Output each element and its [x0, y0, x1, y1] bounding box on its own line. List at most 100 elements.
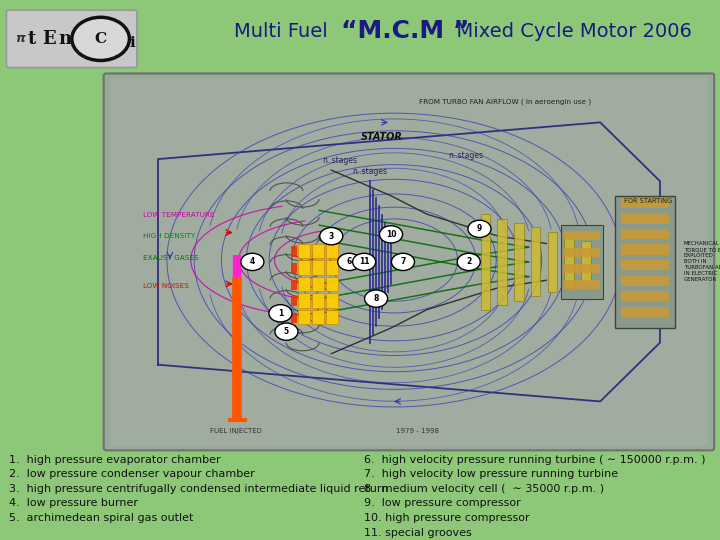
Text: E: E: [42, 30, 55, 48]
Text: 1979 - 1998: 1979 - 1998: [397, 428, 439, 434]
Bar: [326, 309, 338, 325]
Text: 3.  high pressure centrifugally condensed intermediate liquid return: 3. high pressure centrifugally condensed…: [9, 484, 388, 494]
Circle shape: [338, 253, 361, 271]
Text: 9: 9: [477, 224, 482, 233]
Bar: [621, 229, 669, 239]
Text: 10: 10: [386, 230, 396, 239]
Bar: [531, 227, 541, 296]
Bar: [312, 293, 324, 308]
Text: 11. special grooves: 11. special grooves: [364, 528, 472, 538]
Text: 6: 6: [346, 258, 352, 266]
Bar: [291, 246, 297, 256]
Bar: [621, 213, 669, 224]
Circle shape: [72, 17, 130, 60]
Bar: [291, 263, 297, 273]
Circle shape: [468, 220, 491, 238]
Bar: [514, 223, 523, 301]
Bar: [498, 219, 507, 305]
Bar: [615, 196, 675, 328]
Bar: [564, 231, 600, 240]
Bar: [326, 276, 338, 291]
Text: 2.  low pressure condenser vapour chamber: 2. low pressure condenser vapour chamber: [9, 469, 254, 480]
Circle shape: [392, 253, 415, 271]
Text: 7: 7: [400, 258, 405, 266]
Text: 3: 3: [328, 232, 334, 241]
Bar: [298, 276, 310, 291]
Text: 9.  low pressure compressor: 9. low pressure compressor: [364, 498, 521, 509]
Bar: [312, 244, 324, 258]
Bar: [326, 260, 338, 275]
Text: 7.  high velocity low pressure running turbine: 7. high velocity low pressure running tu…: [364, 469, 618, 480]
Text: 10. high pressure compressor: 10. high pressure compressor: [364, 513, 529, 523]
Circle shape: [320, 227, 343, 245]
Bar: [326, 244, 338, 258]
Text: n..stages: n..stages: [323, 157, 358, 165]
FancyBboxPatch shape: [6, 10, 137, 68]
Bar: [481, 214, 490, 309]
Bar: [291, 280, 297, 290]
Bar: [298, 309, 310, 325]
Circle shape: [364, 290, 387, 307]
Text: 2: 2: [466, 258, 472, 266]
Bar: [564, 248, 600, 257]
Bar: [581, 241, 590, 283]
Text: 8.  medium velocity cell (  ∼ 35000 r.p.m. ): 8. medium velocity cell ( ∼ 35000 r.p.m.…: [364, 484, 604, 494]
Text: π: π: [15, 32, 25, 45]
Circle shape: [379, 226, 402, 243]
Circle shape: [269, 305, 292, 322]
Text: 8: 8: [374, 294, 379, 303]
Text: 6.  high velocity pressure running turbine ( ∼ 150000 r.p.m. ): 6. high velocity pressure running turbin…: [364, 455, 705, 465]
Bar: [562, 225, 603, 299]
Text: Mixed Cycle Motor 2006: Mixed Cycle Motor 2006: [444, 22, 691, 41]
Text: n..stages: n..stages: [449, 151, 483, 160]
Bar: [298, 244, 310, 258]
Text: HIGH DENSITY: HIGH DENSITY: [143, 233, 195, 239]
Circle shape: [241, 253, 264, 271]
Bar: [312, 276, 324, 291]
Text: 5: 5: [284, 327, 289, 336]
Text: MECHANICAL
TORQUE TO BE
EXPLOITED
BOTH IN
TURBOFAN AND
IN ELECTRIC
GENERATOR: MECHANICAL TORQUE TO BE EXPLOITED BOTH I…: [684, 241, 720, 282]
Text: LOW NOISES: LOW NOISES: [143, 283, 189, 289]
Text: “M.C.M ”: “M.C.M ”: [341, 19, 469, 43]
Bar: [621, 275, 669, 286]
Bar: [298, 293, 310, 308]
FancyBboxPatch shape: [104, 73, 714, 450]
Text: n: n: [59, 30, 72, 48]
Bar: [312, 309, 324, 325]
Bar: [564, 280, 600, 289]
Text: FUEL INJECTED: FUEL INJECTED: [210, 428, 261, 434]
Bar: [291, 296, 297, 306]
Bar: [621, 198, 669, 208]
Bar: [564, 236, 574, 288]
Bar: [621, 260, 669, 271]
Text: n..stages: n..stages: [353, 167, 387, 177]
Circle shape: [353, 253, 376, 271]
Bar: [326, 293, 338, 308]
Text: Multi Fuel: Multi Fuel: [234, 22, 341, 41]
Text: 4: 4: [250, 258, 255, 266]
Text: STATOR: STATOR: [361, 132, 403, 142]
Bar: [291, 313, 297, 323]
Bar: [621, 245, 669, 255]
Text: EXAUST GASES: EXAUST GASES: [143, 255, 199, 261]
Text: 11: 11: [359, 258, 369, 266]
Text: FROM TURBO FAN AIRFLOW ( in aeroengin use ): FROM TURBO FAN AIRFLOW ( in aeroengin us…: [418, 99, 590, 105]
Text: 5.  archimedean spiral gas outlet: 5. archimedean spiral gas outlet: [9, 513, 193, 523]
Bar: [564, 264, 600, 273]
Text: t: t: [27, 30, 35, 48]
Text: LOW TEMPERATURE: LOW TEMPERATURE: [143, 212, 215, 218]
Bar: [312, 260, 324, 275]
Circle shape: [457, 253, 480, 271]
Bar: [298, 260, 310, 275]
Text: FOR STARTING: FOR STARTING: [624, 198, 672, 204]
Text: 1.  high pressure evaporator chamber: 1. high pressure evaporator chamber: [9, 455, 220, 465]
Circle shape: [275, 323, 298, 340]
Text: 1: 1: [278, 309, 283, 318]
Bar: [621, 291, 669, 301]
Text: C: C: [94, 32, 107, 46]
Text: 4.  low pressure burner: 4. low pressure burner: [9, 498, 138, 509]
Text: i: i: [130, 36, 135, 50]
Bar: [621, 307, 669, 317]
Bar: [110, 78, 708, 446]
Bar: [548, 232, 557, 292]
